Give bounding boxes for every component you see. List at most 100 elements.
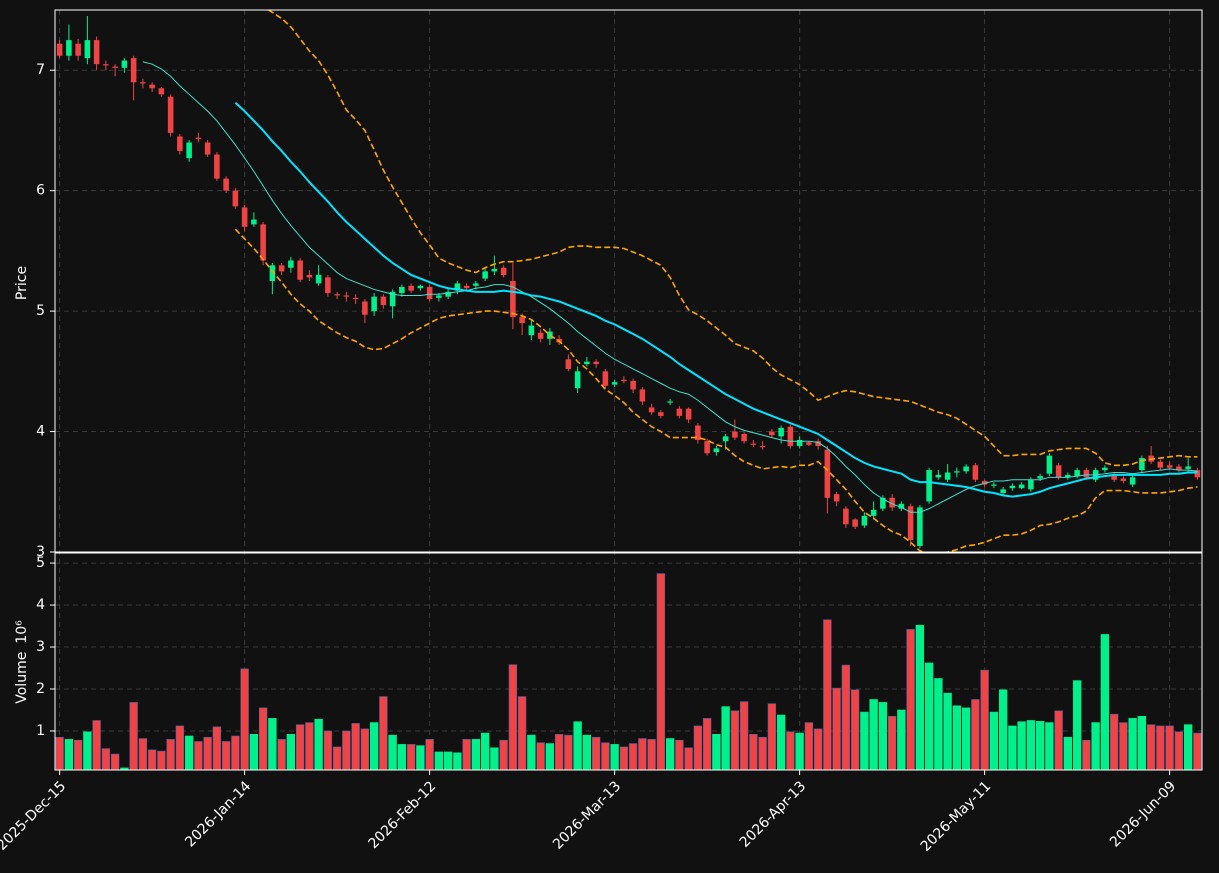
candle-body <box>981 480 988 485</box>
candle-body <box>84 40 91 59</box>
volume-bar <box>110 753 120 770</box>
volume-bar <box>971 699 980 770</box>
volume-bar <box>1091 722 1100 770</box>
volume-bar <box>1174 731 1184 770</box>
volume-bar <box>897 709 906 770</box>
volume-bar <box>638 738 647 770</box>
candle-body <box>584 361 590 365</box>
candle-body <box>898 503 905 509</box>
volume-bar <box>1008 725 1017 770</box>
candle-body <box>204 142 211 155</box>
candle-body <box>500 267 507 275</box>
volume-bar <box>295 724 305 770</box>
candle-body <box>491 268 498 272</box>
candle-body <box>334 294 340 296</box>
candle-body <box>537 332 544 339</box>
volume-bar <box>397 744 407 770</box>
volume-bar <box>841 664 851 770</box>
volume-bar <box>628 743 638 770</box>
volume-bar <box>360 728 370 770</box>
candle-body <box>519 317 525 324</box>
volume-bar <box>453 752 462 770</box>
volume-bar <box>221 741 231 770</box>
candle-body <box>278 265 285 272</box>
volume-label: Volume <box>14 652 30 704</box>
x-tick-label: 2026-Feb-12 <box>365 778 439 852</box>
volume-bar <box>545 743 555 770</box>
volume-bar <box>1026 720 1036 770</box>
volume-bar <box>573 721 582 770</box>
candle-body <box>852 519 858 527</box>
volume-bar <box>665 738 675 770</box>
candle-body <box>1194 470 1201 478</box>
candle-body <box>93 40 100 65</box>
candle-body <box>445 291 451 297</box>
x-tick-label: 2026-Jan-14 <box>182 778 254 850</box>
candle-body <box>315 274 322 284</box>
volume-bar <box>194 741 203 770</box>
candle-body <box>1185 466 1191 469</box>
candle-body <box>1083 470 1090 478</box>
volume-bar <box>369 722 379 770</box>
candle-body <box>722 436 729 442</box>
volume-bar <box>795 732 804 770</box>
price-panel-frame <box>54 9 1203 553</box>
candle-body <box>454 283 461 291</box>
candle-body <box>667 401 673 403</box>
indicator-line <box>267 10 1198 467</box>
volume-bar <box>804 722 814 770</box>
candle-body <box>214 154 220 179</box>
volume-axis-label: Volume 10⁶ <box>14 620 30 704</box>
price-tick-label: 7 <box>36 62 45 78</box>
volume-bar <box>351 723 360 770</box>
candle-body <box>1000 489 1006 493</box>
candle-body <box>1046 455 1053 474</box>
candle-body <box>991 484 997 486</box>
volume-bar <box>1017 721 1026 770</box>
volume-bar <box>286 734 296 770</box>
candle-body <box>103 64 109 66</box>
candle-body <box>880 497 886 509</box>
x-tick-label: 2026-Mar-13 <box>550 778 624 852</box>
volume-bar <box>138 738 148 770</box>
volume-bar <box>1156 725 1165 770</box>
candle-body <box>806 442 812 445</box>
candle-body <box>241 207 248 227</box>
candle-body <box>417 285 424 289</box>
volume-bar <box>961 707 971 770</box>
volume-bar <box>258 707 268 770</box>
volume-bar <box>443 751 453 770</box>
candle-body <box>944 472 951 480</box>
candle-body <box>482 271 488 279</box>
candle-body <box>1037 476 1043 479</box>
candle-body <box>140 82 146 84</box>
volume-bar <box>758 736 767 770</box>
volume-bar <box>980 669 989 770</box>
candle-body <box>399 287 405 294</box>
candle-body <box>232 190 239 207</box>
candle-body <box>1120 478 1127 481</box>
volume-panel-frame <box>54 552 1203 771</box>
volume-bar <box>268 718 277 770</box>
candle-body <box>935 474 942 478</box>
volume-bar <box>166 739 175 770</box>
candle-body <box>704 441 710 454</box>
candle-body <box>288 260 294 268</box>
volume-bar <box>101 748 111 770</box>
candle-body <box>158 88 165 95</box>
candle-body <box>658 412 664 416</box>
candle-body <box>611 382 618 385</box>
volume-bar <box>832 687 841 770</box>
indicator-line <box>234 102 1198 498</box>
candle-body <box>380 296 387 306</box>
volume-bar <box>591 736 601 770</box>
candle-body <box>639 389 646 402</box>
volume-bar <box>776 714 786 770</box>
volume-bar <box>480 732 490 770</box>
candle-body <box>787 426 794 447</box>
volume-bar <box>83 731 92 770</box>
indicator-line <box>142 61 1198 513</box>
candle-body <box>926 470 932 502</box>
x-tick-label: 2026-Apr-13 <box>737 778 810 851</box>
volume-bar <box>212 726 222 770</box>
